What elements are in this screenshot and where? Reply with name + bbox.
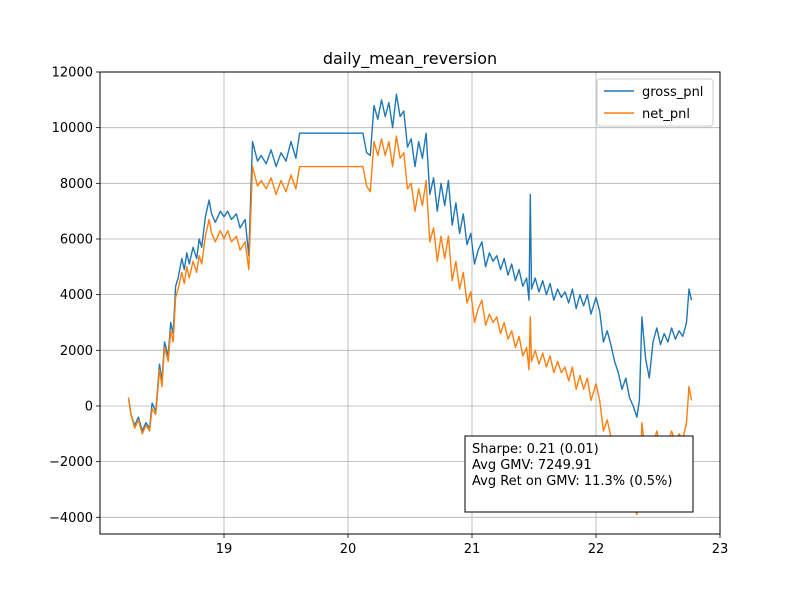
y-tick-label: 4000 bbox=[60, 288, 93, 303]
legend-label-net-pnl: net_pnl bbox=[642, 107, 690, 122]
y-tick-label: −2000 bbox=[49, 455, 93, 470]
y-tick-label: −4000 bbox=[49, 511, 93, 526]
stats-avg-gmv: Avg GMV: 7249.91 bbox=[472, 458, 592, 473]
chart-title: daily_mean_reversion bbox=[323, 49, 497, 69]
y-tick-label: 8000 bbox=[60, 177, 93, 192]
stats-sharpe: Sharpe: 0.21 (0.01) bbox=[472, 442, 599, 457]
y-tick-label: 12000 bbox=[52, 66, 93, 81]
stats-annotation-box bbox=[464, 435, 694, 513]
y-axis: −4000 −2000 0 2000 4000 6000 8000 10000 12000 bbox=[49, 66, 100, 526]
stats-annotation: Sharpe: 0.21 (0.01) Avg GMV: 7249.91 Avg… bbox=[464, 435, 694, 513]
series-lines bbox=[127, 93, 693, 516]
x-tick-label: 21 bbox=[464, 542, 481, 557]
y-tick-label: 6000 bbox=[60, 232, 93, 247]
y-tick-label: 10000 bbox=[52, 121, 93, 136]
x-tick-label: 22 bbox=[588, 542, 605, 557]
x-tick-label: 20 bbox=[340, 542, 357, 557]
series-line-net-pnl bbox=[127, 135, 693, 516]
y-tick-label: 0 bbox=[85, 399, 93, 414]
legend-label-gross-pnl: gross_pnl bbox=[642, 85, 703, 100]
x-axis: 19 20 21 22 23 bbox=[216, 534, 729, 557]
series-line-gross-pnl bbox=[127, 93, 693, 432]
plot-frame bbox=[99, 71, 721, 535]
legend: gross_pnl net_pnl bbox=[596, 78, 714, 127]
y-tick-label: 2000 bbox=[60, 344, 93, 359]
x-tick-label: 23 bbox=[712, 542, 729, 557]
stats-avg-ret-on-gmv: Avg Ret on GMV: 11.3% (0.5%) bbox=[472, 474, 672, 489]
x-tick-label: 19 bbox=[216, 542, 233, 557]
